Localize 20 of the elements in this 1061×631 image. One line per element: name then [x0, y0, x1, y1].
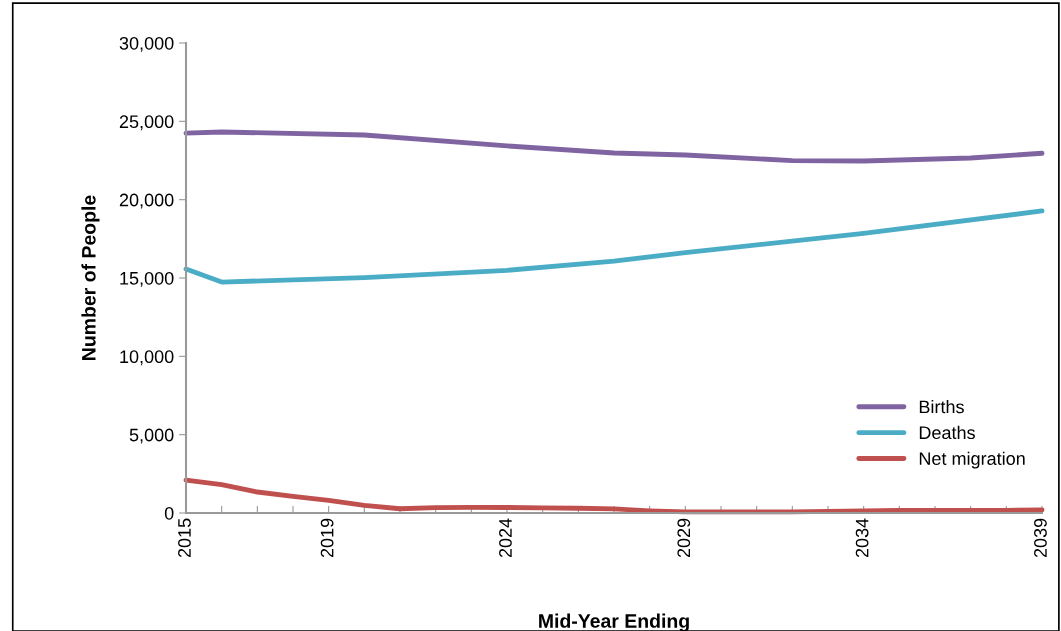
y-tick-label: 20,000: [119, 193, 174, 209]
y-tick-label: 25,000: [119, 115, 174, 131]
y-tick-label: 5,000: [129, 428, 174, 444]
y-tick-label: 15,000: [120, 271, 174, 287]
x-axis-title: Mid-Year Ending: [539, 613, 689, 631]
x-tick-label: 2039: [1034, 518, 1047, 558]
legend-label: Deaths: [919, 425, 975, 440]
y-tick-label: 10,000: [120, 350, 174, 366]
y-tick-label: 0: [164, 506, 174, 520]
legend-label: Births: [919, 400, 964, 414]
x-tick-label: 2034: [855, 518, 869, 558]
line-series: [183, 129, 1045, 164]
y-axis-title: Number of People: [81, 195, 100, 360]
x-tick-label: 2019: [320, 518, 334, 558]
legend-label: Net migration: [919, 451, 1025, 469]
y-tick-label: 30,000: [119, 36, 174, 52]
x-tick-label: 2015: [178, 518, 191, 558]
x-tick-label: 2029: [677, 518, 691, 558]
line-series: [183, 208, 1045, 285]
x-tick-label: 2024: [499, 518, 512, 558]
